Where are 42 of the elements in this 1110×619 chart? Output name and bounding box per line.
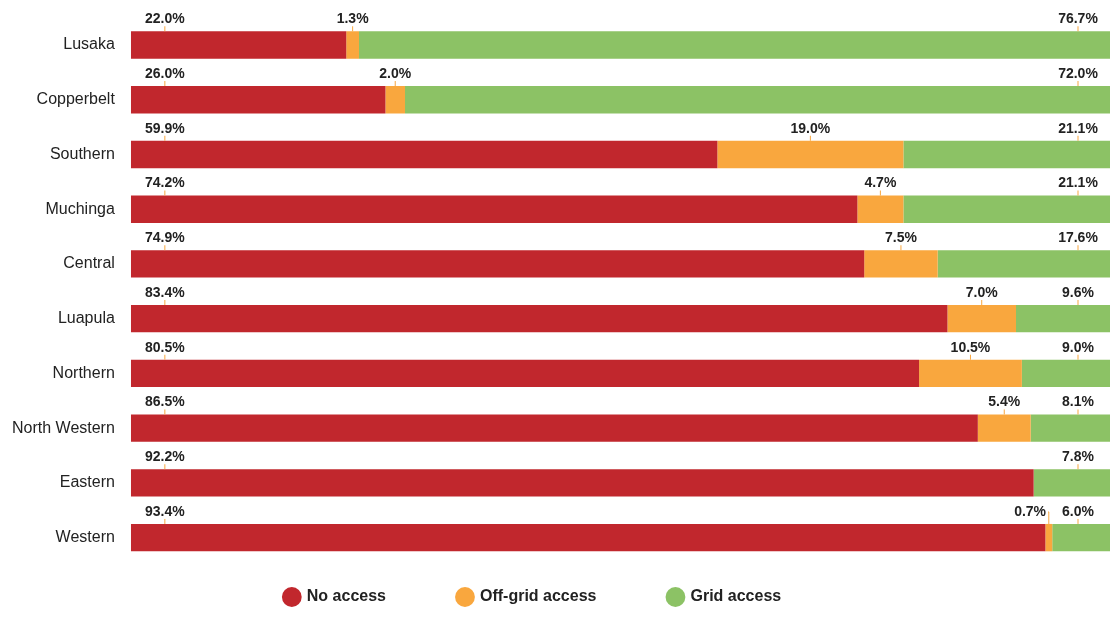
y-tick-label: Western [55,528,115,546]
y-tick-label: Central [63,254,115,272]
legend-label: Off-grid access [479,587,645,605]
data-label: 17.6% [1058,229,1099,246]
y-tick-label: Lusaka [63,35,115,53]
data-label: 74.9% [145,229,186,246]
data-label: 4.7% [864,174,897,191]
data-label: 5.4% [988,393,1021,410]
legend-label: Grid access [690,587,830,605]
y-tick-label: Northern [52,363,115,381]
y-tick-label: Southern [49,144,115,162]
data-label: 10.5% [950,338,991,355]
data-label: 0.7% [1014,502,1047,519]
data-label: 72.0% [1058,64,1099,81]
data-label: 19.0% [790,119,831,136]
data-label: 26.0% [145,64,186,81]
data-label: 6.0% [1062,502,1095,519]
y-tick-label: Muchinga [45,199,115,217]
data-label: 80.5% [145,338,186,355]
data-label: 9.6% [1062,283,1095,300]
data-label: 83.4% [145,283,186,300]
legend-label: No access [306,587,434,605]
data-label: 7.8% [1062,448,1095,465]
data-label: 1.3% [336,10,370,27]
data-label: 74.2% [145,174,186,191]
data-label: 2.0% [379,64,412,81]
data-label: 9.0% [1062,338,1095,355]
y-tick-label: North Western [11,418,115,436]
data-label: 7.5% [885,229,918,246]
data-label: 59.9% [145,119,186,136]
data-label: 21.1% [1058,119,1099,136]
data-label: 86.5% [145,393,186,410]
data-label: 76.7% [1058,10,1099,27]
data-label: 8.1% [1062,393,1095,410]
data-label: 92.2% [145,448,186,465]
data-label: 22.0% [145,10,186,27]
y-tick-label: Eastern [59,473,115,491]
y-tick-label: Copperbelt [36,90,116,108]
data-label: 93.4% [145,502,186,519]
data-label: 21.1% [1058,174,1099,191]
data-label: 7.0% [965,283,999,300]
y-tick-label: Luapula [57,309,115,327]
